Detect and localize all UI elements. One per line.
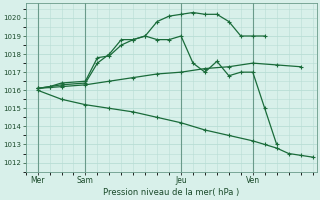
X-axis label: Pression niveau de la mer( hPa ): Pression niveau de la mer( hPa ) (103, 188, 239, 197)
